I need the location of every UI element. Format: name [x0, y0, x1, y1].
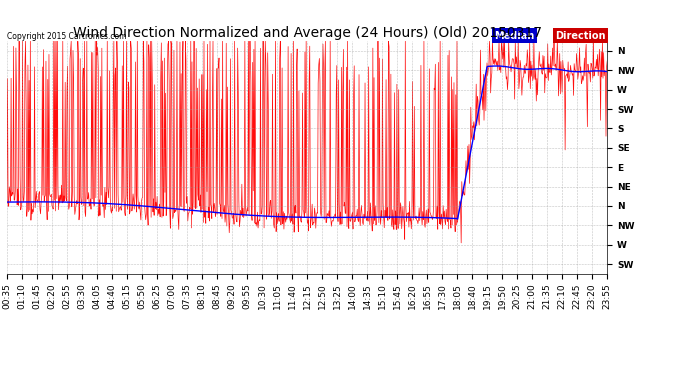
Title: Wind Direction Normalized and Average (24 Hours) (Old) 20150317: Wind Direction Normalized and Average (2… [72, 26, 542, 40]
Text: Median: Median [494, 31, 534, 41]
Text: Direction: Direction [555, 31, 605, 41]
Text: Copyright 2015 Cartronics.com: Copyright 2015 Cartronics.com [7, 32, 126, 41]
